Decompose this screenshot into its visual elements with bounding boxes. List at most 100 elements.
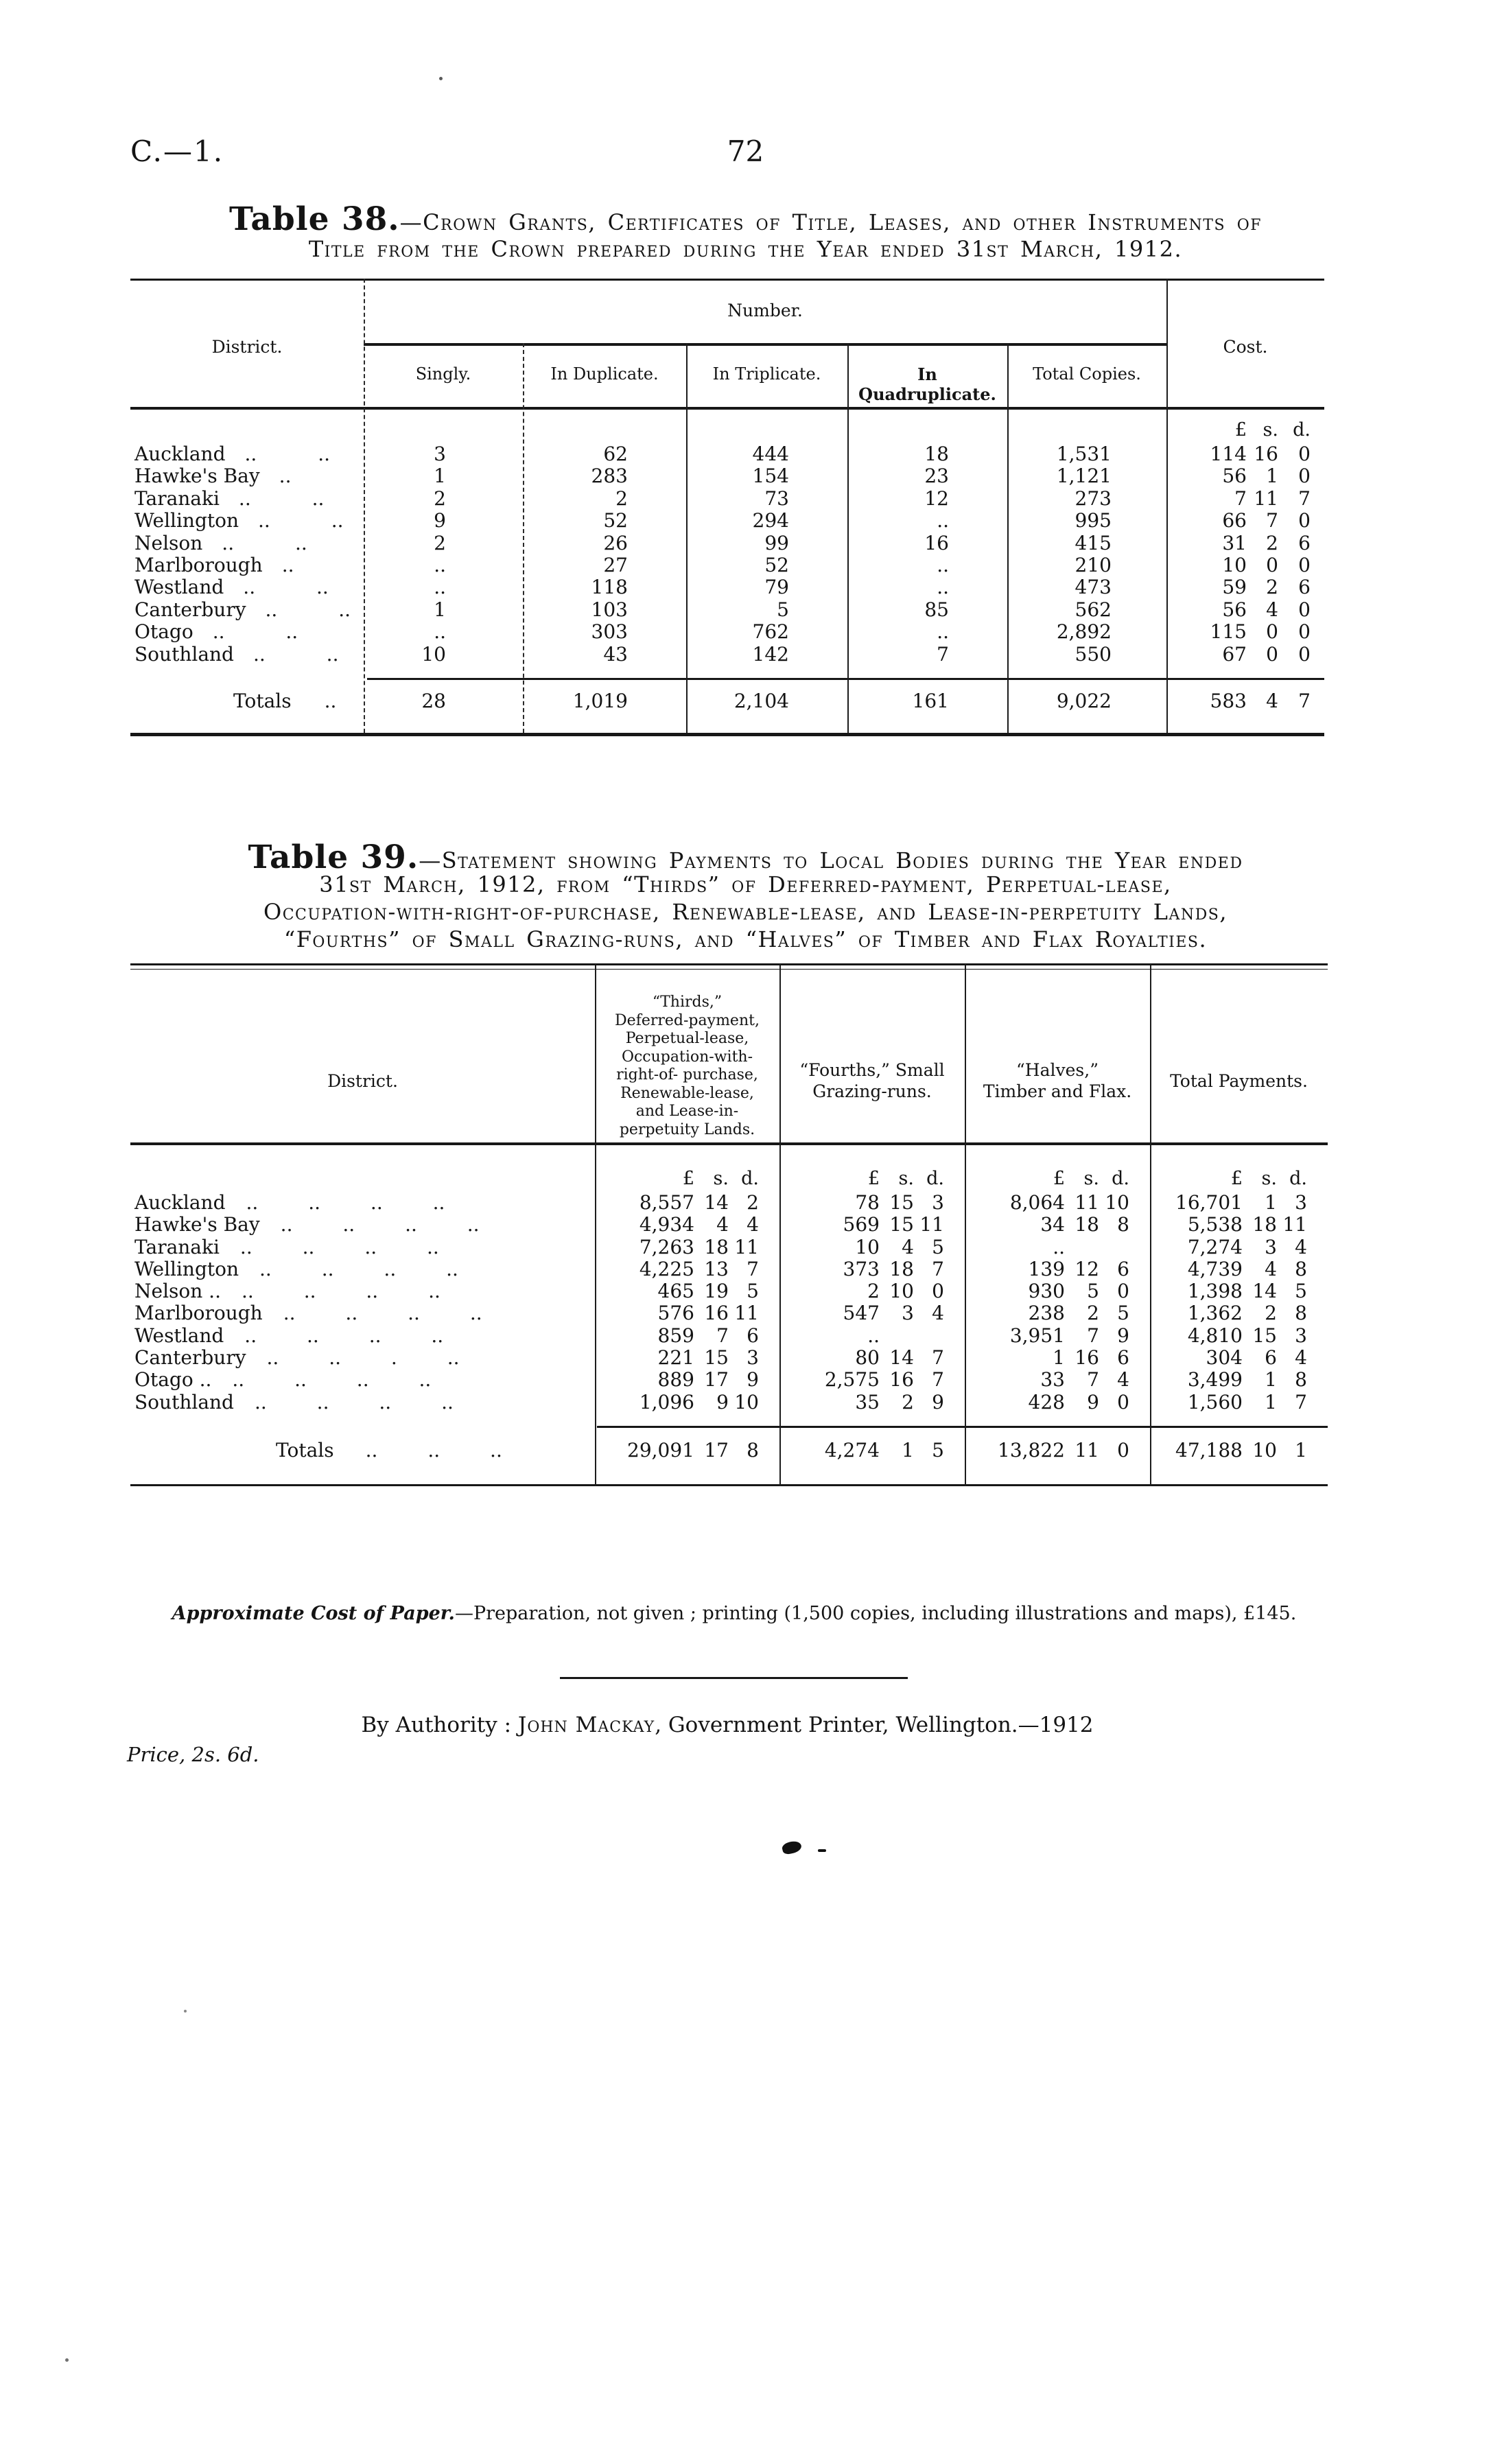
total-shillings: 2 xyxy=(1265,1302,1277,1325)
district-cell: Auckland .. .. xyxy=(130,443,364,465)
table39-top-rule-2 xyxy=(130,969,1328,970)
pounds-symbol: £ xyxy=(1234,419,1247,441)
halves-pence: 6 xyxy=(1117,1257,1129,1280)
thirds-shillings: 16 xyxy=(704,1302,729,1325)
total-copies-cell: 473 xyxy=(1075,576,1112,599)
cost-pence: 0 xyxy=(1298,465,1311,488)
district-name: Auckland xyxy=(134,443,226,465)
totals-fourths-pounds: 4,274 xyxy=(824,1439,880,1462)
district-name: Westland xyxy=(134,576,224,599)
halves-cell: 930 5 0 xyxy=(965,1280,1150,1302)
singly-cell: 3 xyxy=(434,443,446,465)
district-cell: Marlborough .. xyxy=(130,554,364,576)
table-row: Nelson .. .. .. .. .. 465 19 5 2 10 0 93… xyxy=(130,1280,1328,1302)
singly-cell: 9 xyxy=(434,509,446,532)
district-name: Hawke's Bay xyxy=(134,465,260,488)
halves-cell: 238 2 5 xyxy=(965,1302,1150,1325)
cost-shillings: 7 xyxy=(1266,509,1278,532)
table38-totals-rule xyxy=(367,678,1324,680)
halves-pounds: 238 xyxy=(1028,1302,1065,1325)
pence-symbol: d. xyxy=(926,1168,944,1189)
totals-payments-pence: 1 xyxy=(1295,1439,1307,1462)
thirds-pounds: 221 xyxy=(657,1346,694,1370)
table-row: Marlborough .. .. 27 52 .. 210 10 0 0 xyxy=(130,554,1324,576)
district-name: Marlborough xyxy=(134,1302,263,1325)
total-shillings: 18 xyxy=(1252,1213,1277,1236)
cost-cell: 115 0 0 xyxy=(1166,620,1324,644)
fourths-shillings xyxy=(880,1325,914,1347)
totals-cost-pounds: 583 xyxy=(1210,690,1247,712)
fourths-cell: 547 3 4 xyxy=(779,1302,965,1325)
fourths-shillings: 4 xyxy=(902,1235,914,1258)
cost-pence: 6 xyxy=(1298,531,1311,554)
thirds-shillings: 19 xyxy=(704,1280,729,1303)
table39-body: Auckland .. .. .. .. 8,557 14 2 78 15 3 … xyxy=(130,1191,1328,1413)
singly-cell: 10 xyxy=(421,642,446,666)
in-duplicate-cell: 52 xyxy=(603,509,628,532)
district-cell: Nelson .. .. .. .. .. xyxy=(130,1280,595,1302)
thirds-cell: 8,557 14 2 xyxy=(595,1191,779,1214)
shillings-symbol: s. xyxy=(1083,1168,1099,1189)
table-row: Canterbury .. .. . .. 221 15 3 80 14 7 1… xyxy=(130,1346,1328,1370)
cost-pence: 0 xyxy=(1298,443,1311,465)
fourths-shillings: 2 xyxy=(902,1390,914,1413)
thirds-cell: 4,934 4 4 xyxy=(595,1213,779,1236)
footer-divider-rule xyxy=(560,1677,908,1679)
cost-cell: 56 1 0 xyxy=(1166,465,1324,487)
fourths-cell: 2 10 0 xyxy=(779,1280,965,1302)
in-duplicate-cell: 27 xyxy=(603,553,628,576)
halves-pence: 0 xyxy=(1117,1390,1129,1413)
fourths-cell: 78 15 3 xyxy=(779,1191,965,1214)
ink-speck xyxy=(439,77,443,80)
table39-currency-header-total: £ s. d. xyxy=(1150,1168,1328,1189)
fourths-cell: 569 15 11 xyxy=(779,1213,965,1236)
halves-shillings: 2 xyxy=(1087,1302,1099,1325)
fourths-shillings: 18 xyxy=(889,1257,914,1280)
cost-shillings: 16 xyxy=(1254,443,1278,465)
dot-leader: .. .. xyxy=(258,509,344,532)
thirds-shillings: 4 xyxy=(716,1213,729,1236)
halves-pence: 6 xyxy=(1117,1346,1129,1370)
district-cell: Canterbury .. .. . .. xyxy=(130,1346,595,1369)
district-name: Nelson .. xyxy=(134,1280,221,1303)
district-name: Taranaki xyxy=(134,486,220,510)
table39-header-halves: “Halves,” Timber and Flax. xyxy=(983,1060,1132,1101)
total-shillings: 14 xyxy=(1252,1280,1277,1303)
cost-note-rest: —Preparation, not given ; printing (1,50… xyxy=(454,1603,1297,1624)
totals-fourths-shillings: 1 xyxy=(902,1439,914,1462)
in-quadruplicate-cell: .. xyxy=(937,509,949,532)
total-pounds: 1,560 xyxy=(1187,1390,1243,1413)
in-quadruplicate-cell: 12 xyxy=(924,486,949,510)
dot-leader: .. .. .. .. xyxy=(242,1280,441,1303)
singly-cell: .. xyxy=(434,553,446,576)
totals-singly: 28 xyxy=(421,690,446,712)
fourths-pence: 0 xyxy=(932,1280,944,1303)
district-name: Taranaki xyxy=(134,1235,220,1258)
table38-header-singly: Singly. xyxy=(415,364,471,384)
table-row: Southland .. .. .. .. 1,096 9 10 35 2 9 … xyxy=(130,1390,1328,1413)
thirds-pence: 7 xyxy=(747,1257,759,1280)
thirds-shillings: 13 xyxy=(704,1257,729,1280)
district-cell: Hawke's Bay .. xyxy=(130,465,364,487)
total-payments-cell: 5,538 18 11 xyxy=(1150,1213,1328,1236)
table39-title-line3: Occupation-with-right-of-purchase, Renew… xyxy=(263,899,1228,925)
table39-vline-fourths xyxy=(965,963,966,1486)
cost-pounds: 114 xyxy=(1210,443,1247,465)
cost-shillings: 0 xyxy=(1266,620,1278,644)
total-payments-cell: 3,499 1 8 xyxy=(1150,1369,1328,1392)
totals-label: Totals xyxy=(233,690,292,712)
total-pence: 3 xyxy=(1295,1324,1307,1347)
in-quadruplicate-cell: 7 xyxy=(937,642,949,666)
fourths-pence: 3 xyxy=(932,1191,944,1214)
thirds-pounds: 4,225 xyxy=(639,1257,694,1280)
in-duplicate-cell: 103 xyxy=(591,598,628,621)
cost-shillings: 2 xyxy=(1266,531,1278,554)
totals-thirds-shillings: 17 xyxy=(704,1439,729,1462)
table38-vline-district xyxy=(364,279,365,733)
district-cell: Nelson .. .. xyxy=(130,532,364,554)
halves-pounds: 8,064 xyxy=(1009,1191,1065,1214)
table38-currency-header: £ s. d. xyxy=(1166,419,1324,441)
district-cell: Otago .. .. xyxy=(130,620,364,643)
thirds-pence: 5 xyxy=(747,1280,759,1303)
halves-cell: .. xyxy=(965,1236,1150,1258)
